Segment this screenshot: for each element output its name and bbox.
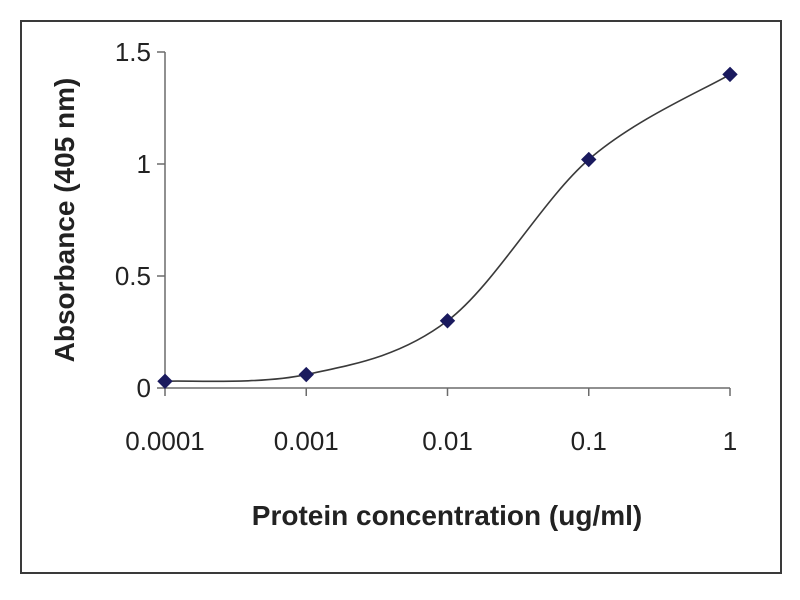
y-tick-label: 1.5 — [115, 37, 151, 67]
data-point-marker — [722, 66, 738, 83]
y-tick-label: 0 — [137, 373, 151, 403]
x-tick-label: 0.01 — [422, 426, 473, 456]
series-group — [157, 66, 738, 389]
data-point-marker — [157, 373, 173, 389]
x-tick-label: 1 — [723, 426, 737, 456]
data-point-marker — [439, 313, 456, 329]
data-point-marker — [298, 366, 314, 383]
x-axis-title: Protein concentration (ug/ml) — [252, 500, 642, 531]
y-axis-title: Absorbance (405 nm) — [49, 78, 80, 363]
x-tick-label: 0.0001 — [125, 426, 205, 456]
chart-axes — [164, 52, 730, 389]
data-point-marker — [581, 151, 597, 168]
y-tick-label: 1 — [137, 149, 151, 179]
x-tick-label: 0.1 — [571, 426, 607, 456]
series-line — [164, 73, 731, 383]
x-ticks: 0.0001 0.001 0.01 0.1 1 — [125, 388, 737, 456]
chart-frame — [20, 20, 782, 574]
y-tick-label: 0.5 — [115, 261, 151, 291]
y-ticks: 0 0.5 1 1.5 — [115, 37, 165, 403]
x-tick-label: 0.001 — [274, 426, 339, 456]
